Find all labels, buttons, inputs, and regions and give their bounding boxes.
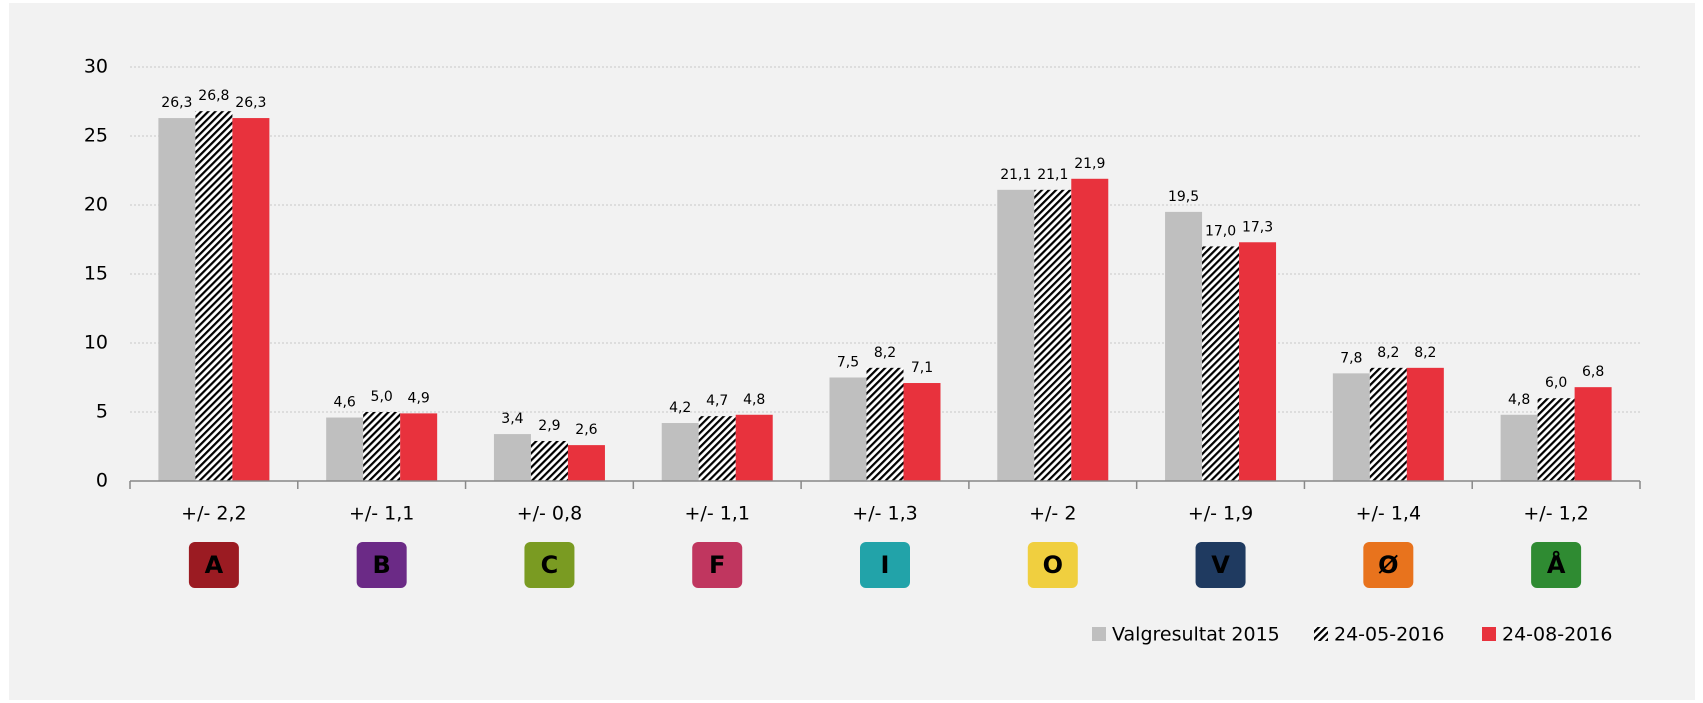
legend-swatch xyxy=(1314,627,1328,641)
party-letter: A xyxy=(205,551,224,579)
bar xyxy=(997,189,1035,481)
party-letter: C xyxy=(541,551,559,579)
x-tick-label: +/- 1,1 xyxy=(685,503,750,525)
bar xyxy=(1369,367,1407,481)
legend-label: 24-08-2016 xyxy=(1502,624,1612,646)
x-tick-label: +/- 1,2 xyxy=(1523,503,1588,525)
bar xyxy=(363,412,401,481)
value-label: 26,8 xyxy=(198,88,229,104)
bar xyxy=(1500,414,1538,481)
value-label: 6,0 xyxy=(1545,375,1567,391)
value-label: 2,9 xyxy=(538,418,560,434)
party-letter: Ø xyxy=(1378,551,1398,579)
bar xyxy=(1034,189,1072,481)
party-letter: Å xyxy=(1547,550,1566,579)
y-tick-label: 0 xyxy=(96,470,108,492)
bar xyxy=(903,383,941,481)
x-tick-label: +/- 0,8 xyxy=(517,503,582,525)
bar xyxy=(866,367,904,481)
party-letter: B xyxy=(373,551,391,579)
party-badge xyxy=(1195,542,1246,588)
bar xyxy=(1239,242,1277,481)
bar xyxy=(1406,367,1444,481)
party-badge xyxy=(1531,542,1582,588)
value-label: 8,2 xyxy=(1414,345,1436,361)
x-tick-label: +/- 1,3 xyxy=(852,503,917,525)
y-tick-label: 30 xyxy=(84,56,108,78)
bar xyxy=(326,417,364,481)
value-label: 4,7 xyxy=(706,393,728,409)
party-badge xyxy=(524,542,575,588)
bar xyxy=(1537,398,1575,481)
legend-label: Valgresultat 2015 xyxy=(1112,624,1280,646)
bar xyxy=(829,377,867,481)
bar xyxy=(493,434,531,481)
legend-label: 24-05-2016 xyxy=(1334,624,1444,646)
value-label: 4,9 xyxy=(408,390,430,406)
value-label: 7,1 xyxy=(911,360,933,376)
bar xyxy=(158,118,196,481)
value-label: 6,8 xyxy=(1582,364,1604,380)
value-label: 8,2 xyxy=(1377,345,1399,361)
y-tick-label: 25 xyxy=(84,125,108,147)
x-tick-label: +/- 1,1 xyxy=(349,503,414,525)
value-label: 26,3 xyxy=(235,95,266,111)
value-label: 4,6 xyxy=(334,395,356,411)
bar xyxy=(661,423,699,481)
value-label: 21,9 xyxy=(1074,156,1105,172)
party-badge xyxy=(860,542,910,588)
party-letter: O xyxy=(1043,551,1063,579)
y-tick-label: 20 xyxy=(84,194,108,216)
x-tick-label: +/- 1,9 xyxy=(1188,503,1253,525)
bar xyxy=(1202,246,1240,481)
party-letter: F xyxy=(709,551,725,579)
value-label: 21,1 xyxy=(1000,167,1031,183)
bar xyxy=(698,416,736,481)
bar xyxy=(735,414,773,481)
value-label: 4,8 xyxy=(1508,392,1530,408)
value-label: 19,5 xyxy=(1168,189,1199,205)
legend-swatch xyxy=(1482,627,1496,641)
party-badge xyxy=(1027,542,1078,588)
bar xyxy=(1071,178,1109,481)
bar xyxy=(1165,211,1203,481)
value-label: 7,5 xyxy=(837,355,859,371)
party-letter: V xyxy=(1211,551,1230,579)
party-badge xyxy=(188,542,239,588)
party-letter: I xyxy=(881,551,890,579)
bar xyxy=(530,440,568,481)
value-label: 17,0 xyxy=(1205,223,1236,239)
x-tick-label: +/- 2,2 xyxy=(181,503,246,525)
bar xyxy=(232,118,270,481)
value-label: 26,3 xyxy=(161,95,192,111)
value-label: 8,2 xyxy=(874,345,896,361)
party-badge xyxy=(356,542,407,588)
value-label: 4,2 xyxy=(669,400,691,416)
party-badge xyxy=(1363,542,1414,588)
value-label: 4,8 xyxy=(743,392,765,408)
bar xyxy=(567,445,605,481)
value-label: 5,0 xyxy=(371,389,393,405)
value-label: 3,4 xyxy=(501,411,523,427)
party-badge xyxy=(692,542,743,588)
bar xyxy=(195,111,233,481)
y-tick-label: 15 xyxy=(84,263,108,285)
bar xyxy=(400,413,438,481)
bar xyxy=(1332,373,1370,481)
x-tick-label: +/- 1,4 xyxy=(1356,503,1421,525)
value-label: 2,6 xyxy=(575,422,597,438)
x-tick-label: +/- 2 xyxy=(1029,503,1076,525)
value-label: 7,8 xyxy=(1340,350,1362,366)
bar xyxy=(1574,387,1612,481)
y-tick-label: 5 xyxy=(96,401,108,423)
value-label: 17,3 xyxy=(1242,219,1273,235)
y-tick-label: 10 xyxy=(84,332,108,354)
legend-swatch xyxy=(1092,627,1106,641)
background xyxy=(9,3,1695,700)
value-label: 21,1 xyxy=(1037,167,1068,183)
